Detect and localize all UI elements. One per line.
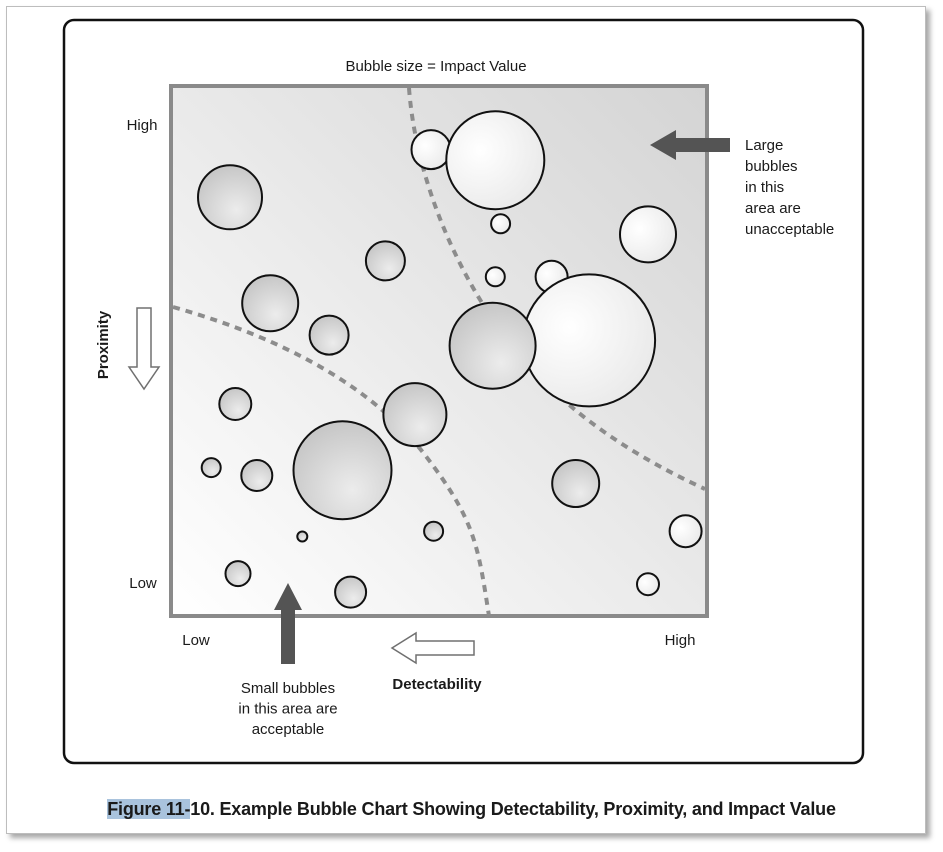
y-axis-label: Proximity (95, 310, 112, 379)
annotation-line: Large (745, 137, 783, 154)
bubble-point (241, 274, 300, 333)
chart-border (62, 18, 865, 765)
bubble-point (619, 205, 677, 264)
annotation-acceptable: Small bubbles in this area are acceptable (238, 680, 337, 738)
bubble-point (551, 459, 601, 508)
bubble-point (636, 572, 660, 597)
figure-number: Figure 11- (107, 799, 191, 819)
bubble-point (522, 273, 657, 408)
bubble-point (197, 164, 263, 231)
bubble-layer (197, 110, 703, 609)
proximity-down-arrow-icon (127, 307, 161, 391)
annotation-line: bubbles (745, 158, 798, 175)
bubble-point (296, 530, 309, 543)
bubble-point (200, 457, 222, 479)
zone-boundary-left (172, 305, 491, 617)
bubble-point (410, 129, 452, 171)
bubble-point (445, 110, 546, 211)
x-tick-high: High (665, 632, 696, 649)
x-axis-label: Detectability (392, 676, 482, 693)
bubble-point (308, 314, 350, 356)
bubble-point (240, 459, 274, 492)
figure-caption: Figure 11-10. Example Bubble Chart Showi… (0, 799, 943, 820)
annotation-line: unacceptable (745, 221, 834, 238)
x-tick-low: Low (182, 632, 210, 649)
bubble-point (382, 382, 448, 448)
annotation-line: in this (745, 179, 784, 196)
bubble-point (224, 560, 252, 588)
bubble-point (484, 266, 506, 288)
annotation-line: in this area are (238, 701, 337, 718)
callout-left-arrow-icon (650, 130, 730, 160)
chart-title: Bubble size = Impact Value (345, 58, 526, 75)
detectability-left-arrow-icon (390, 631, 475, 665)
bubble-point (364, 240, 406, 282)
caption-text: 10. Example Bubble Chart Showing Detecta… (190, 799, 836, 819)
callout-up-arrow-icon (274, 583, 302, 664)
bubble-point (490, 213, 512, 235)
annotation-line: area are (745, 200, 801, 217)
annotation-line: acceptable (252, 721, 325, 738)
annotation-unacceptable: Large bubbles in this area are unacceptable (745, 137, 834, 238)
bubble-point (668, 514, 703, 549)
bubble-point (423, 520, 445, 542)
y-tick-high: High (127, 117, 158, 134)
bubble-point (292, 420, 393, 521)
bubble-point (448, 301, 537, 390)
bubble-point (334, 575, 368, 609)
annotation-line: Small bubbles (241, 680, 335, 697)
bubble-point (218, 387, 253, 421)
y-tick-low: Low (129, 575, 157, 592)
